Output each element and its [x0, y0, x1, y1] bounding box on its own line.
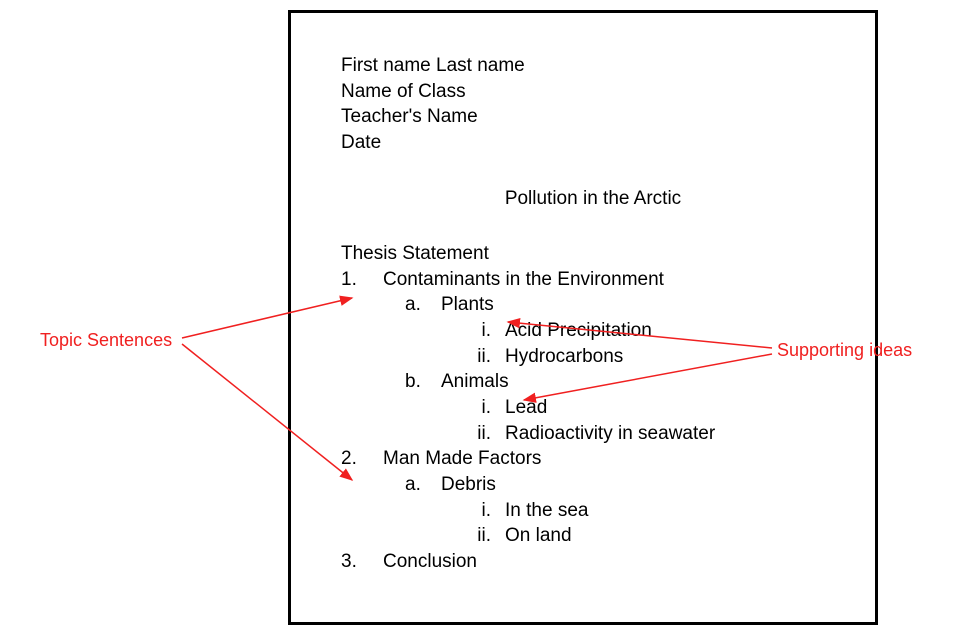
- outline-roman: i.: [449, 395, 505, 421]
- outline-text: Hydrocarbons: [505, 344, 623, 370]
- outline-item-1bi: i. Lead: [341, 395, 845, 421]
- outline-roman: ii.: [449, 344, 505, 370]
- annotation-supporting-ideas: Supporting ideas: [777, 340, 912, 361]
- header-date: Date: [341, 130, 845, 156]
- outline-item-2aii: ii. On land: [341, 523, 845, 549]
- outline-text: Animals: [441, 369, 509, 395]
- header-block: First name Last name Name of Class Teach…: [341, 53, 845, 156]
- document-outline-box: First name Last name Name of Class Teach…: [288, 10, 878, 625]
- outline-number: 1.: [341, 267, 383, 293]
- annotation-topic-sentences: Topic Sentences: [40, 330, 172, 351]
- outline-number: 2.: [341, 446, 383, 472]
- outline-text: Debris: [441, 472, 496, 498]
- outline-roman: ii.: [449, 421, 505, 447]
- outline-alpha: b.: [405, 369, 441, 395]
- outline-text: Lead: [505, 395, 547, 421]
- outline-text: In the sea: [505, 498, 588, 524]
- outline-item-1a: a. Plants: [341, 292, 845, 318]
- outline-item-2ai: i. In the sea: [341, 498, 845, 524]
- outline-text: Acid Precipitation: [505, 318, 652, 344]
- outline-item-1bii: ii. Radioactivity in seawater: [341, 421, 845, 447]
- outline-item-1ai: i. Acid Precipitation: [341, 318, 845, 344]
- header-name: First name Last name: [341, 53, 845, 79]
- outline-text: Contaminants in the Environment: [383, 267, 664, 293]
- outline-text: Radioactivity in seawater: [505, 421, 715, 447]
- outline-item-1b: b. Animals: [341, 369, 845, 395]
- outline-item-3: 3. Conclusion: [341, 549, 845, 575]
- outline-item-2: 2. Man Made Factors: [341, 446, 845, 472]
- outline-text: Plants: [441, 292, 494, 318]
- outline-item-1: 1. Contaminants in the Environment: [341, 267, 845, 293]
- outline-roman: i.: [449, 318, 505, 344]
- outline-number: 3.: [341, 549, 383, 575]
- outline-alpha: a.: [405, 472, 441, 498]
- outline-roman: i.: [449, 498, 505, 524]
- outline-alpha: a.: [405, 292, 441, 318]
- thesis-statement-label: Thesis Statement: [341, 241, 845, 267]
- outline: Thesis Statement 1. Contaminants in the …: [341, 241, 845, 574]
- outline-item-2a: a. Debris: [341, 472, 845, 498]
- outline-text: On land: [505, 523, 572, 549]
- document-title: Pollution in the Arctic: [341, 186, 845, 212]
- header-class: Name of Class: [341, 79, 845, 105]
- outline-text: Man Made Factors: [383, 446, 541, 472]
- outline-roman: ii.: [449, 523, 505, 549]
- header-teacher: Teacher's Name: [341, 104, 845, 130]
- outline-item-1aii: ii. Hydrocarbons: [341, 344, 845, 370]
- outline-text: Conclusion: [383, 549, 477, 575]
